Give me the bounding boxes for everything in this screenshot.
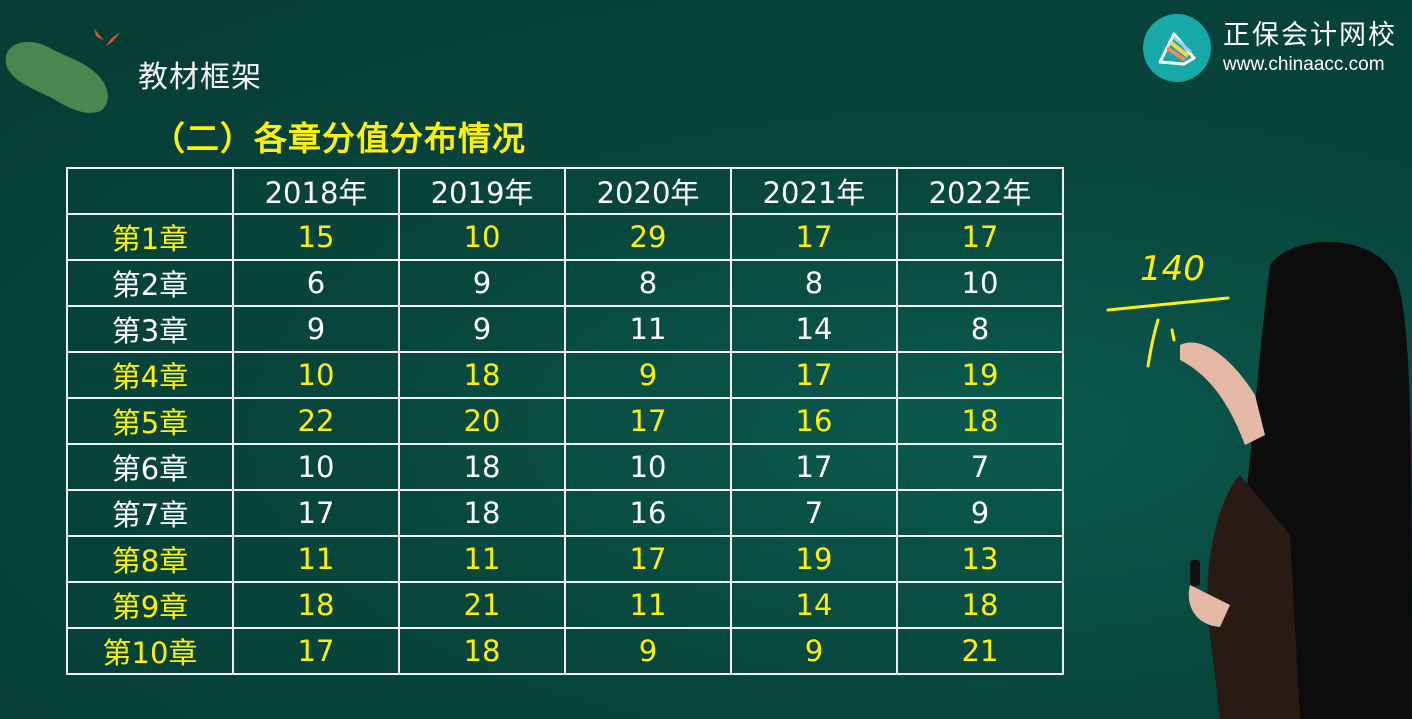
header-year: 2022年: [896, 167, 1064, 215]
header-year: 2018年: [232, 167, 400, 215]
table-row: 第9章 18 21 11 14 18: [66, 581, 1064, 629]
score-cell: 9: [730, 627, 898, 675]
chapter-label: 第1章: [66, 213, 234, 261]
brand-name: 正保会计网校: [1223, 20, 1397, 51]
lotus-leaf-fish-decoration: [5, 28, 120, 113]
table-header-row: 2018年 2019年 2020年 2021年 2022年: [66, 167, 1064, 215]
score-cell: 10: [232, 351, 400, 399]
chapter-label: 第8章: [66, 535, 234, 583]
score-cell: 17: [730, 443, 898, 491]
score-cell: 11: [398, 535, 566, 583]
score-cell: 16: [564, 489, 732, 537]
table-corner-cell: [66, 167, 234, 215]
marker-icon: [1190, 560, 1200, 586]
table-row: 第8章 11 11 17 19 13: [66, 535, 1064, 583]
score-cell: 15: [232, 213, 400, 261]
chapter-score-table: 2018年 2019年 2020年 2021年 2022年 第1章 15 10 …: [66, 167, 1064, 675]
chapter-label: 第10章: [66, 627, 234, 675]
score-cell: 9: [398, 259, 566, 307]
chinaacc-logo-icon: [1143, 14, 1211, 82]
brand-url: www.chinaacc.com: [1223, 54, 1385, 75]
chapter-label: 第3章: [66, 305, 234, 353]
chapter-label: 第5章: [66, 397, 234, 445]
score-cell: 8: [896, 305, 1064, 353]
score-cell: 18: [398, 351, 566, 399]
score-cell: 17: [730, 351, 898, 399]
table-row: 第6章 10 18 10 17 7: [66, 443, 1064, 491]
score-cell: 10: [398, 213, 566, 261]
score-cell: 18: [398, 443, 566, 491]
chapter-label: 第2章: [66, 259, 234, 307]
brand-logo: 正保会计网校 www.chinaacc.com: [1143, 14, 1397, 82]
table-row: 第10章 17 18 9 9 21: [66, 627, 1064, 675]
score-cell: 18: [398, 489, 566, 537]
score-cell: 21: [896, 627, 1064, 675]
score-cell: 11: [564, 305, 732, 353]
score-cell: 7: [896, 443, 1064, 491]
chapter-label: 第7章: [66, 489, 234, 537]
score-cell: 17: [730, 213, 898, 261]
instructor-figure: [1180, 241, 1412, 719]
header-year: 2021年: [730, 167, 898, 215]
score-cell: 9: [564, 351, 732, 399]
table-row: 第7章 17 18 16 7 9: [66, 489, 1064, 537]
handwritten-fraction: 140: [1106, 249, 1230, 368]
table-row: 第3章 9 9 11 14 8: [66, 305, 1064, 353]
score-cell: 11: [564, 581, 732, 629]
score-cell: 14: [730, 581, 898, 629]
score-cell: 19: [730, 535, 898, 583]
score-cell: 11: [232, 535, 400, 583]
page-subtitle: （二）各章分值分布情况: [152, 119, 526, 158]
score-cell: 17: [232, 489, 400, 537]
chapter-label: 第4章: [66, 351, 234, 399]
score-cell: 22: [232, 397, 400, 445]
score-cell: 18: [398, 627, 566, 675]
score-cell: 17: [564, 397, 732, 445]
score-cell: 18: [896, 397, 1064, 445]
score-cell: 20: [398, 397, 566, 445]
header-year: 2020年: [564, 167, 732, 215]
score-cell: 13: [896, 535, 1064, 583]
score-cell: 19: [896, 351, 1064, 399]
score-cell: 6: [232, 259, 400, 307]
score-cell: 9: [564, 627, 732, 675]
table-row: 第1章 15 10 29 17 17: [66, 213, 1064, 261]
score-cell: 18: [896, 581, 1064, 629]
score-cell: 8: [564, 259, 732, 307]
score-cell: 17: [896, 213, 1064, 261]
score-cell: 17: [564, 535, 732, 583]
handwritten-numerator: 140: [1140, 249, 1205, 289]
score-cell: 9: [398, 305, 566, 353]
score-cell: 17: [232, 627, 400, 675]
table-row: 第5章 22 20 17 16 18: [66, 397, 1064, 445]
score-cell: 9: [232, 305, 400, 353]
score-cell: 16: [730, 397, 898, 445]
table-row: 第2章 6 9 8 8 10: [66, 259, 1064, 307]
score-cell: 14: [730, 305, 898, 353]
score-cell: 21: [398, 581, 566, 629]
table-row: 第4章 10 18 9 17 19: [66, 351, 1064, 399]
score-cell: 29: [564, 213, 732, 261]
score-cell: 18: [232, 581, 400, 629]
score-cell: 9: [896, 489, 1064, 537]
score-cell: 10: [564, 443, 732, 491]
score-cell: 10: [232, 443, 400, 491]
section-title: 教材框架: [138, 60, 262, 95]
header-year: 2019年: [398, 167, 566, 215]
score-cell: 8: [730, 259, 898, 307]
chapter-label: 第9章: [66, 581, 234, 629]
score-cell: 7: [730, 489, 898, 537]
score-cell: 10: [896, 259, 1064, 307]
chapter-label: 第6章: [66, 443, 234, 491]
